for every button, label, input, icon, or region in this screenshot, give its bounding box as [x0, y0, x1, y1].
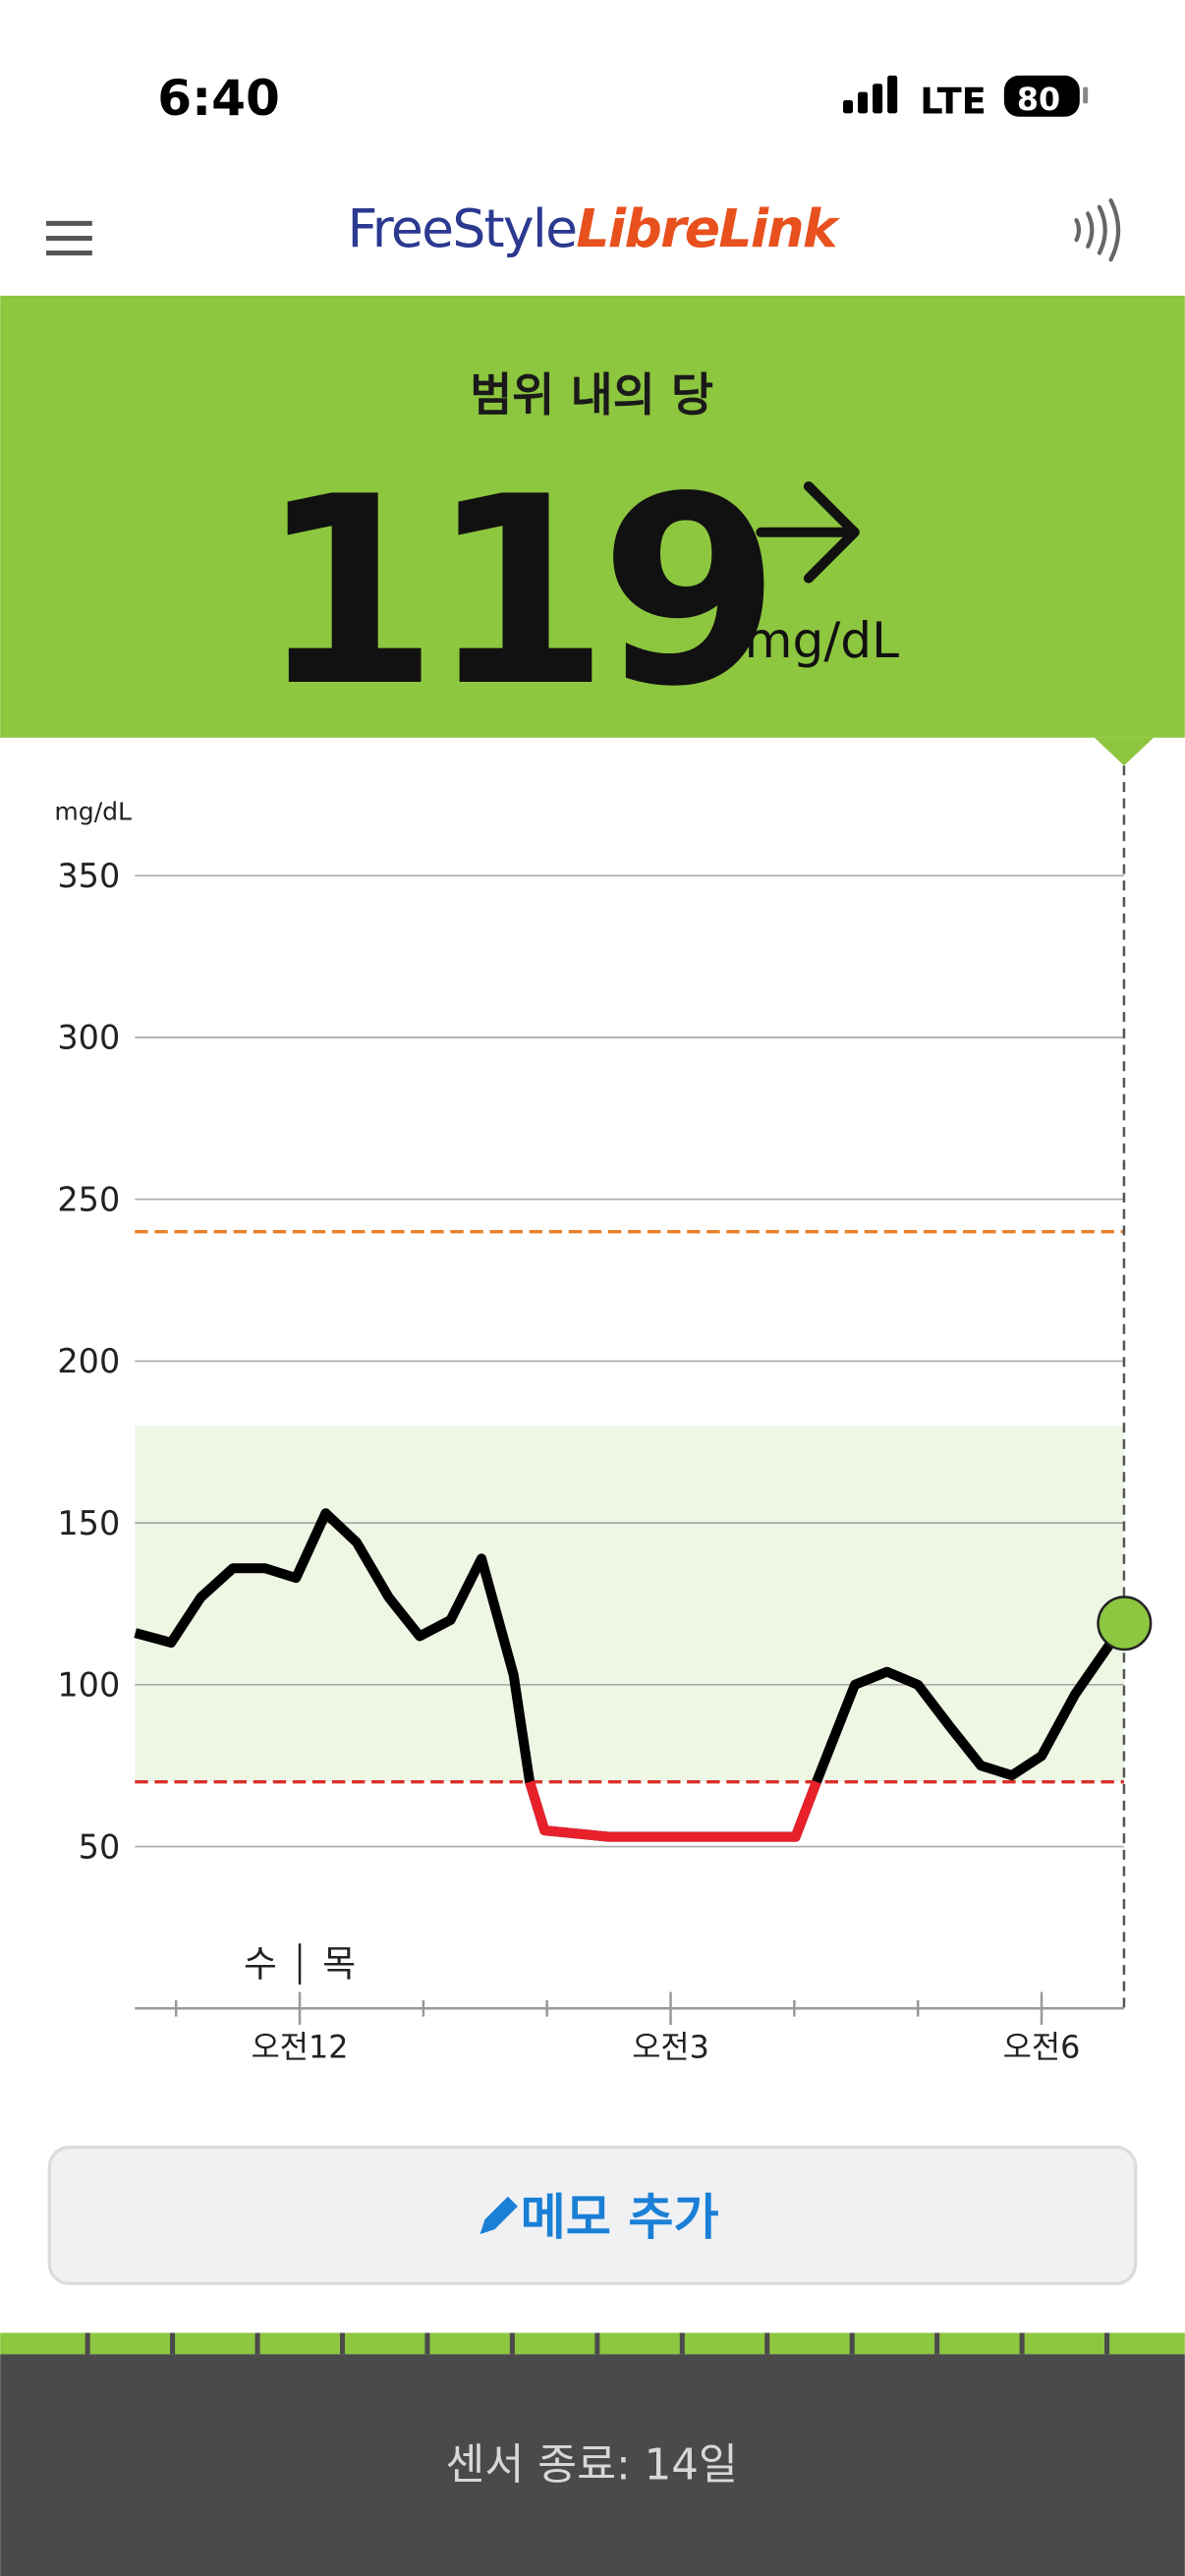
separator [934, 2332, 940, 2355]
day-label: 목 [322, 1943, 356, 1986]
signal-icon [843, 75, 898, 114]
y-tick-label: 350 [57, 857, 120, 895]
separator [679, 2332, 685, 2355]
reading-unit: mg/dL [745, 611, 899, 669]
y-tick-label: 100 [57, 1666, 120, 1705]
memo-button-label[interactable]: 메모 추가 [521, 2188, 719, 2246]
separator [339, 2332, 346, 2355]
reading-value: 119 [258, 442, 770, 744]
x-tick-label: 오전12 [252, 2030, 349, 2065]
logo-librelink: LibreLink [576, 197, 841, 259]
menu-button[interactable] [45, 220, 92, 256]
day-label: 수 [244, 1943, 277, 1986]
separator [849, 2332, 855, 2355]
current-reading-dot [1097, 1596, 1153, 1652]
network-type: LTE [920, 80, 987, 122]
battery-level: 80 [1017, 83, 1060, 118]
separator [254, 2332, 260, 2355]
y-tick-label: 50 [79, 1827, 121, 1866]
separator [594, 2332, 600, 2355]
now-pointer [1094, 737, 1155, 766]
y-axis-unit: mg/dL [54, 797, 132, 825]
sensor-end-text: 센서 종료: 14일 [445, 2440, 738, 2490]
sensor-progress [0, 2332, 1185, 2355]
separator [509, 2332, 515, 2355]
separator [170, 2332, 176, 2355]
separator [1104, 2332, 1110, 2355]
x-tick-label: 오전6 [1003, 2030, 1081, 2065]
battery-tip [1083, 86, 1089, 104]
app-logo: FreeStyleLibreLink [348, 197, 841, 259]
battery-icon [1003, 75, 1080, 117]
trend-arrow [756, 480, 860, 584]
x-tick-label: 오전3 [632, 2030, 709, 2065]
reading-label: 범위 내의 당 [470, 369, 713, 422]
footer-bar [0, 2354, 1185, 2576]
status-time: 6:40 [157, 69, 280, 127]
y-tick-label: 200 [57, 1342, 120, 1380]
separator [85, 2332, 90, 2355]
low-glucose-line [525, 1779, 821, 1842]
pencil-icon [480, 2196, 518, 2235]
target-range [135, 1426, 1124, 1782]
separator [764, 2332, 770, 2355]
scan-button[interactable] [1074, 197, 1121, 262]
reading-panel [0, 295, 1185, 738]
separator [1019, 2332, 1025, 2355]
glucose-chart: mg/dL 50 100 150 200 250 300 350 오전12 오전3 오전6 수 목 [54, 765, 1153, 2065]
y-tick-label: 150 [57, 1504, 120, 1542]
memo-button[interactable] [47, 2145, 1138, 2286]
separator [424, 2332, 430, 2355]
y-tick-label: 300 [57, 1019, 120, 1057]
logo-freestyle: FreeStyle [348, 197, 577, 259]
y-tick-label: 250 [57, 1180, 120, 1218]
progress-separators [85, 2332, 1110, 2355]
